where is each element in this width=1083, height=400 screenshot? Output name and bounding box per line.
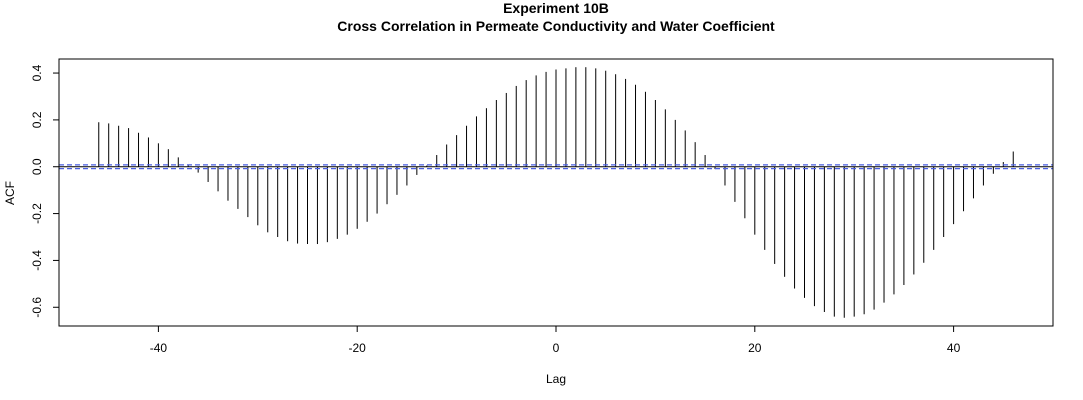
plot-frame xyxy=(58,58,1054,327)
chart-subtitle: Cross Correlation in Permeate Conductivi… xyxy=(337,18,775,34)
x-tick-label: -20 xyxy=(349,341,367,355)
y-tick-label: 0.2 xyxy=(30,111,44,128)
y-tick-label: -0.2 xyxy=(30,203,44,224)
chart-title: Experiment 10B xyxy=(503,0,609,16)
y-tick-label: -0.6 xyxy=(30,297,44,318)
x-tick-label: -40 xyxy=(150,341,168,355)
y-tick-label: 0.4 xyxy=(30,64,44,81)
plot-area: -40 -20 0 20 40 -0.6 -0.4 -0.2 0.0 0.2 0.4 xyxy=(30,64,1053,355)
y-tick-label: 0.0 xyxy=(30,158,44,175)
y-tick-label: -0.4 xyxy=(30,250,44,271)
x-axis-label: Lag xyxy=(546,372,566,386)
x-tick-label: 40 xyxy=(947,341,961,355)
x-tick-label: 20 xyxy=(748,341,762,355)
y-axis-label: ACF xyxy=(3,181,17,205)
x-tick-label: 0 xyxy=(553,341,560,355)
